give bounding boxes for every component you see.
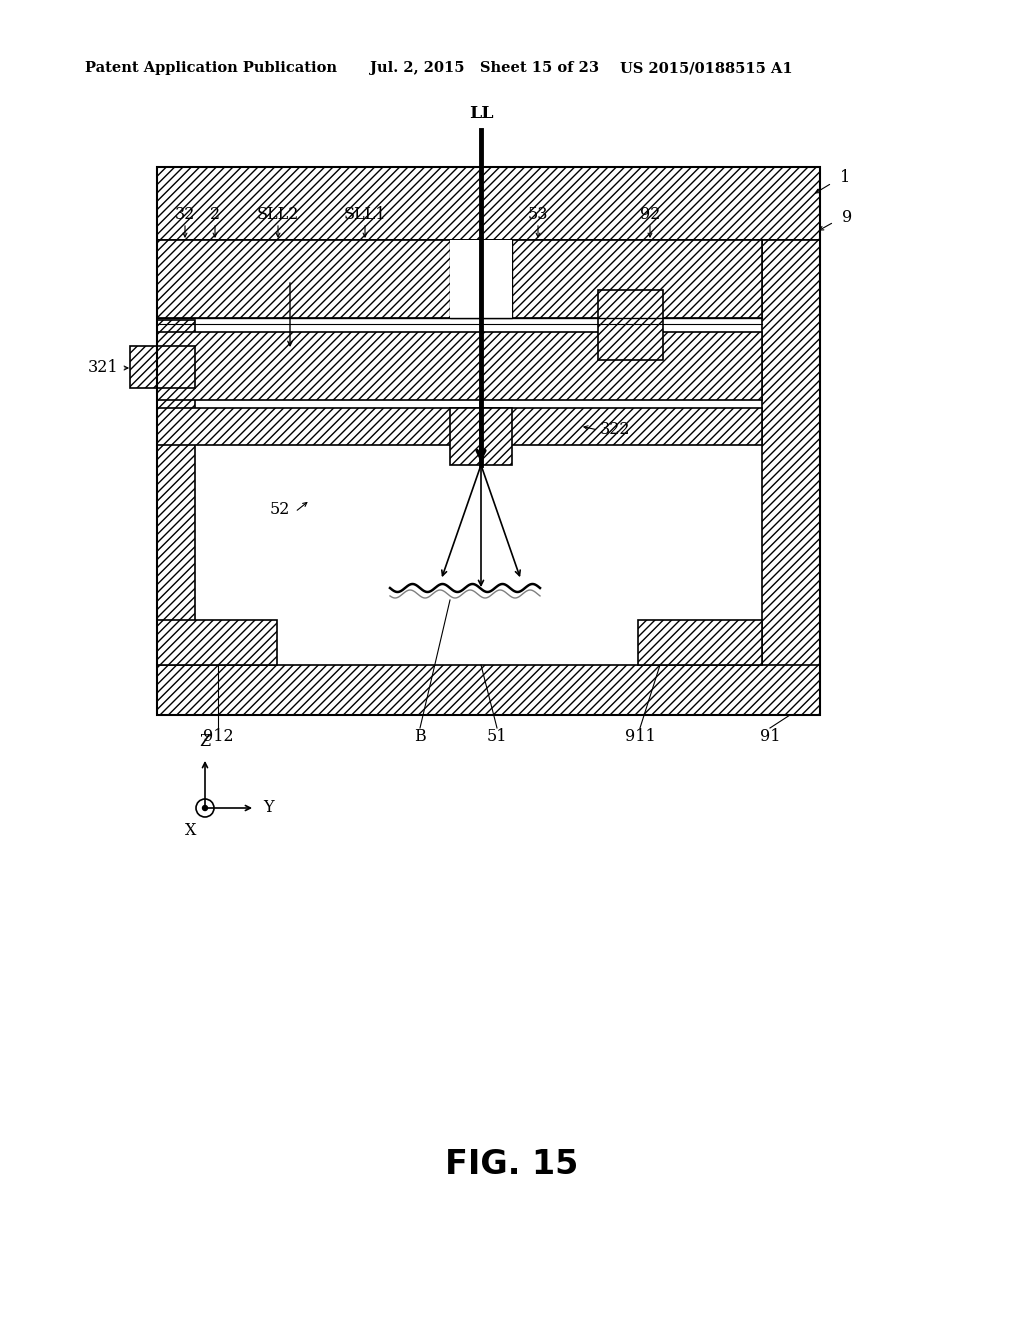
Text: LL: LL xyxy=(469,106,494,121)
Text: SLL2: SLL2 xyxy=(257,206,299,223)
Bar xyxy=(450,408,512,465)
Bar xyxy=(598,290,663,360)
Bar xyxy=(157,168,820,240)
Text: 2: 2 xyxy=(210,206,220,223)
Text: 912: 912 xyxy=(203,729,233,744)
Text: B: B xyxy=(414,729,426,744)
Bar xyxy=(157,665,820,715)
Text: 52: 52 xyxy=(269,502,290,519)
Bar xyxy=(450,240,512,318)
Text: 51: 51 xyxy=(486,729,507,744)
Bar xyxy=(157,408,762,445)
Bar xyxy=(157,240,762,318)
Text: Y: Y xyxy=(263,800,273,817)
Text: 92: 92 xyxy=(640,206,660,223)
Bar xyxy=(762,240,820,715)
Text: 911: 911 xyxy=(625,729,655,744)
Bar xyxy=(157,168,820,715)
Text: FIG. 15: FIG. 15 xyxy=(445,1148,579,1181)
Bar xyxy=(450,240,512,318)
Text: 321: 321 xyxy=(87,359,118,376)
Bar xyxy=(157,333,762,400)
Text: 91: 91 xyxy=(760,729,780,744)
Text: X: X xyxy=(185,822,197,840)
Text: 1: 1 xyxy=(840,169,850,186)
Bar xyxy=(157,620,278,665)
Text: 322: 322 xyxy=(600,421,631,438)
Text: Z: Z xyxy=(200,733,211,750)
Text: Patent Application Publication: Patent Application Publication xyxy=(85,61,337,75)
Text: US 2015/0188515 A1: US 2015/0188515 A1 xyxy=(620,61,793,75)
Text: 32: 32 xyxy=(175,206,196,223)
Bar xyxy=(157,319,195,660)
Text: Jul. 2, 2015   Sheet 15 of 23: Jul. 2, 2015 Sheet 15 of 23 xyxy=(370,61,599,75)
Text: SLL1: SLL1 xyxy=(344,206,386,223)
Text: 53: 53 xyxy=(527,206,548,223)
Circle shape xyxy=(203,805,208,810)
Bar xyxy=(638,620,762,665)
Bar xyxy=(130,346,195,388)
Text: 9: 9 xyxy=(842,210,852,227)
